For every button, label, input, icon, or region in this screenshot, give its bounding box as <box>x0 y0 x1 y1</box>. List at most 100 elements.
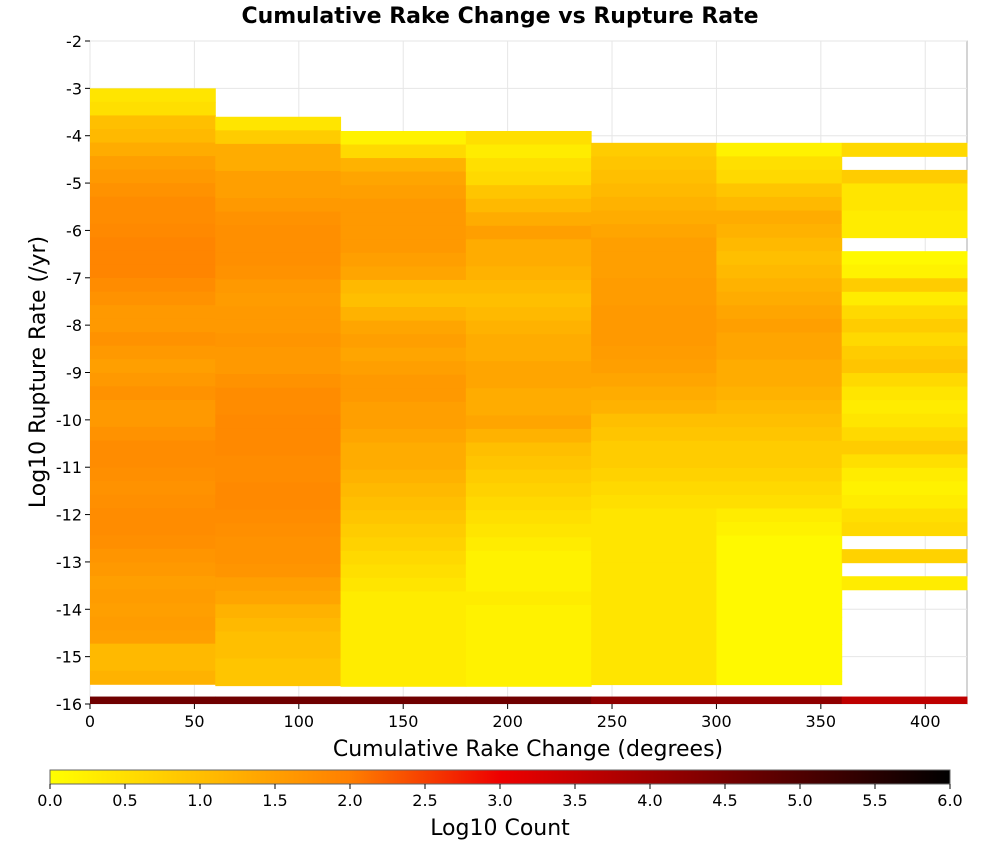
heatmap-cell <box>90 535 216 550</box>
heatmap-cell <box>215 523 342 538</box>
heatmap-cell <box>215 672 342 687</box>
heatmap-cell <box>465 523 592 538</box>
colorbar-tick-label: 4.5 <box>712 791 737 810</box>
heatmap-cell <box>340 496 467 511</box>
heatmap-cell <box>465 347 592 362</box>
heatmap-cell <box>716 440 843 455</box>
heatmap-cell <box>716 305 843 320</box>
heatmap-cell <box>90 616 216 631</box>
heatmap-cell <box>591 603 717 618</box>
y-tick-label: -4 <box>66 127 82 146</box>
heatmap-cell <box>591 413 717 428</box>
heatmap-cell <box>465 591 592 606</box>
heatmap-cell <box>716 616 843 631</box>
y-tick-label: -15 <box>56 648 82 667</box>
heatmap-cell <box>215 509 342 524</box>
heatmap-cell <box>841 359 968 374</box>
heatmap-cell <box>716 251 843 266</box>
heatmap-cell <box>716 671 843 686</box>
heatmap-cell <box>340 198 467 213</box>
x-axis-label: Cumulative Rake Change (degrees) <box>333 737 723 762</box>
heatmap-cell <box>841 576 968 591</box>
heatmap-cell <box>90 494 216 509</box>
heatmap-cell <box>716 169 843 184</box>
heatmap-cell <box>465 212 592 227</box>
heatmap-cell <box>716 549 843 564</box>
heatmap-cell <box>90 562 216 577</box>
heatmap-cell <box>841 169 968 184</box>
heatmap-cell <box>215 455 342 470</box>
heatmap-cell <box>90 670 216 685</box>
heatmap-cell <box>340 591 467 606</box>
heatmap-cell <box>716 576 843 591</box>
heatmap-cell <box>591 169 717 184</box>
heatmap-cell <box>90 291 216 306</box>
heatmap-cell <box>841 318 968 333</box>
heatmap-cell <box>591 616 717 631</box>
heatmap-cell <box>340 347 467 362</box>
heatmap-cell <box>340 632 467 647</box>
heatmap-cell <box>215 292 342 307</box>
heatmap-cell <box>591 643 717 658</box>
heatmap-cell <box>215 333 342 348</box>
x-tick-label: 50 <box>184 712 204 731</box>
heatmap-cell <box>215 116 342 131</box>
colorbar-tick-label: 0.0 <box>37 791 62 810</box>
heatmap-cell <box>591 345 717 361</box>
heatmap-cell <box>90 142 216 157</box>
heatmap-cell <box>90 196 216 211</box>
heatmap-cell <box>841 332 968 347</box>
heatmap-cell <box>591 481 717 496</box>
heatmap-cell <box>465 618 592 633</box>
x-tick-label: 200 <box>492 712 523 731</box>
heatmap-cell <box>90 169 216 184</box>
chart-title: Cumulative Rake Change vs Rupture Rate <box>241 4 758 29</box>
heatmap-cell <box>591 508 717 523</box>
heatmap-cell <box>90 305 216 320</box>
heatmap-cell <box>716 183 843 198</box>
heatmap-cell <box>340 401 467 416</box>
heatmap-cell <box>841 413 968 428</box>
heatmap-cell <box>340 428 467 443</box>
heatmap-cell <box>841 305 968 320</box>
y-tick-label: -12 <box>56 506 82 525</box>
heatmap-cell <box>841 291 968 306</box>
x-axis-ticks: 0 50 100 150 200 250 300 350 400 <box>85 704 941 731</box>
heatmap-cell <box>465 374 592 389</box>
heatmap-cell <box>591 386 717 401</box>
heatmap-cell <box>465 428 592 443</box>
heatmap-cell <box>716 427 843 442</box>
heatmap-cell <box>90 630 216 645</box>
colorbar-label: Log10 Count <box>430 816 570 841</box>
heatmap-cell <box>591 427 717 442</box>
heatmap-cell <box>90 264 216 279</box>
heatmap-cell <box>841 508 968 523</box>
colorbar-tick-label: 5.0 <box>787 791 812 810</box>
heatmap-cell <box>841 549 968 564</box>
heatmap-cell <box>340 645 467 660</box>
heatmap-cell <box>716 345 843 361</box>
heatmap-cell <box>215 211 342 226</box>
heatmap-cell <box>215 617 342 632</box>
heatmap-cell <box>591 251 717 266</box>
heatmap-cell <box>340 483 467 498</box>
heatmap-cell <box>340 320 467 335</box>
heatmap-cell <box>340 185 467 200</box>
heatmap-cell <box>591 318 717 333</box>
heatmap-cell <box>465 672 592 687</box>
heatmap-cell <box>90 210 216 225</box>
colorbar-tick-label: 1.0 <box>187 791 212 810</box>
heatmap-cell <box>215 536 342 551</box>
heatmap-cell <box>340 469 467 484</box>
heatmap-cell <box>90 101 216 116</box>
y-tick-label: -13 <box>56 553 82 572</box>
heatmap-cell <box>465 171 592 186</box>
heatmap-cell <box>340 388 467 403</box>
heatmap-cell <box>340 361 467 376</box>
heatmap-cell <box>716 494 843 510</box>
heatmap-cell <box>591 264 717 279</box>
heatmap-cell <box>841 345 968 361</box>
heatmap-cell <box>465 266 592 281</box>
heatmap-cell <box>215 374 342 389</box>
heatmap-cell <box>716 522 843 537</box>
